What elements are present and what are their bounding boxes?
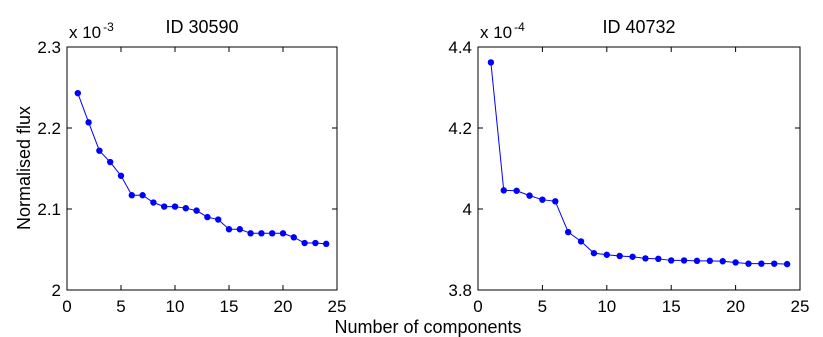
data-point (215, 216, 222, 223)
data-point (312, 239, 319, 247)
data-point (577, 238, 585, 245)
data-point (758, 260, 765, 267)
data-point (301, 239, 308, 247)
data-point (616, 252, 623, 260)
data-point (225, 226, 233, 233)
data-point (107, 158, 114, 166)
x-tick-label: 20 (274, 297, 293, 316)
chart-title: ID 40732 (602, 17, 675, 37)
data-point (74, 89, 82, 97)
axis-multiplier: x 10 -3 (69, 20, 114, 42)
data-point (680, 257, 688, 264)
y-tick-label: 2 (52, 281, 61, 300)
data-point (552, 198, 559, 205)
data-point (323, 240, 330, 248)
data-point (719, 258, 726, 265)
x-tick-label: 0 (473, 297, 482, 316)
data-point (290, 234, 297, 241)
data-point (96, 147, 103, 154)
data-point (161, 203, 168, 210)
x-tick-label: 15 (220, 297, 239, 316)
data-point (279, 230, 287, 237)
y-tick-label: 2.1 (37, 200, 61, 219)
data-point (269, 230, 276, 237)
x-tick-label: 25 (328, 297, 347, 316)
chart-panel-1: 0 5 10 15 20 25 2 2.1 2.2 2.3 ID 30590 x 10 -3 (37, 17, 346, 316)
data-point (706, 257, 714, 265)
data-point (139, 192, 146, 199)
x-tick-label: 15 (662, 297, 681, 316)
data-point (85, 119, 92, 126)
x-tick-label: 0 (62, 297, 71, 316)
y-tick-label: 2.2 (37, 119, 61, 138)
axis-multiplier: x 10 -4 (480, 20, 525, 42)
data-point (693, 257, 701, 265)
data-point (732, 259, 739, 266)
data-point (526, 192, 533, 199)
data-point (745, 260, 752, 267)
plot-frame (477, 46, 801, 291)
plot-frame (66, 46, 338, 291)
data-point (771, 260, 778, 267)
data-point (117, 172, 125, 179)
x-tick-label: 20 (726, 297, 745, 316)
data-point (564, 228, 572, 236)
x-axis-label: Number of components (334, 317, 521, 337)
x-tick-label: 5 (538, 297, 547, 316)
data-point (247, 230, 254, 237)
data-point (590, 249, 598, 257)
series-line (490, 62, 788, 265)
data-point (128, 192, 135, 199)
data-point (655, 255, 662, 263)
data-point (150, 199, 157, 206)
y-tick-label: 2.3 (37, 38, 61, 57)
data-point (668, 257, 675, 264)
data-point (487, 59, 495, 66)
data-point (513, 187, 520, 194)
x-tick-label: 25 (791, 297, 810, 316)
y-tick-label: 4 (463, 200, 472, 219)
x-tick-label: 5 (116, 297, 125, 316)
data-point (236, 226, 243, 233)
data-point (629, 253, 636, 260)
data-point (258, 230, 265, 237)
data-point (642, 255, 649, 262)
data-point (603, 251, 610, 258)
data-point (539, 196, 546, 203)
data-point (783, 260, 791, 268)
data-point (500, 187, 507, 194)
y-tick-label: 4.4 (448, 38, 472, 57)
chart-panel-2: 0 5 10 15 20 25 3.8 4 4.2 4.4 ID 40732 x 10 -4 (448, 17, 809, 316)
y-tick-label: 3.8 (448, 281, 472, 300)
y-tick-label: 4.2 (448, 119, 472, 138)
chart-title: ID 30590 (165, 17, 238, 37)
data-point (193, 207, 200, 214)
x-tick-label: 10 (166, 297, 185, 316)
y-axis-label: Normalised flux (14, 106, 34, 230)
data-point (182, 204, 189, 212)
x-tick-label: 10 (597, 297, 616, 316)
series-line (77, 92, 327, 245)
data-point (204, 213, 211, 221)
data-point (171, 203, 179, 210)
